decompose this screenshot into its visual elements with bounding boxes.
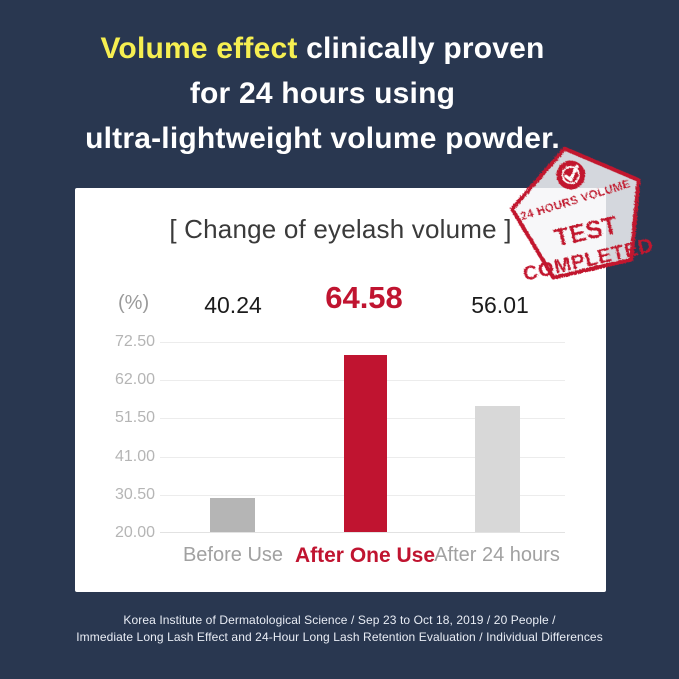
y-axis-tick: 62.00	[114, 371, 155, 388]
headline-line3: ultra-lightweight volume powder.	[85, 122, 560, 155]
headline: Volume effect clinically proven for 24 h…	[0, 26, 645, 161]
x-axis-label-after-one-use: After One Use	[294, 544, 436, 567]
chart-card: [ Change of eyelash volume ] (%) 40.24 6…	[75, 188, 606, 592]
value-label-before-use: 40.24	[204, 292, 262, 318]
study-footnote: Korea Institute of Dermatological Scienc…	[0, 612, 679, 646]
plot-area	[160, 342, 565, 533]
baseline	[160, 532, 565, 533]
gridline	[160, 342, 565, 343]
y-axis-tick: 20.00	[114, 524, 155, 541]
chart-title: [ Change of eyelash volume ]	[169, 214, 512, 244]
bar-before-use	[210, 498, 255, 532]
stamp-outline	[510, 146, 641, 280]
x-axis-label-after-24-hours: After 24 hours	[434, 544, 560, 566]
y-axis-tick: 72.50	[114, 333, 155, 350]
check-icon	[556, 160, 586, 190]
y-axis-tick: 41.00	[114, 448, 155, 465]
value-label-after-one-use: 64.58	[325, 280, 403, 315]
y-axis-tick: 51.50	[114, 409, 155, 426]
stamp-badge: 24 HOURS VOLUME TEST COMPLETED	[495, 130, 665, 300]
stamp-pentagon: 24 HOURS VOLUME TEST COMPLETED	[510, 146, 656, 286]
bar-after-one-use	[344, 355, 387, 532]
headline-line1-rest: clinically proven	[297, 32, 545, 65]
y-axis-tick: 30.50	[114, 486, 155, 503]
x-axis-label-before-use: Before Use	[182, 544, 284, 566]
value-label-after-24-hours: 56.01	[471, 292, 529, 318]
bar-after-24-hours	[475, 406, 520, 532]
headline-highlight: Volume effect	[100, 32, 298, 65]
headline-line1: Volume effect clinically proven	[0, 26, 645, 71]
headline-line2: for 24 hours using	[189, 77, 456, 110]
footnote-line2: Immediate Long Lash Effect and 24-Hour L…	[76, 630, 603, 644]
unit-label: (%)	[118, 292, 150, 314]
footnote-line1: Korea Institute of Dermatological Scienc…	[123, 613, 556, 627]
